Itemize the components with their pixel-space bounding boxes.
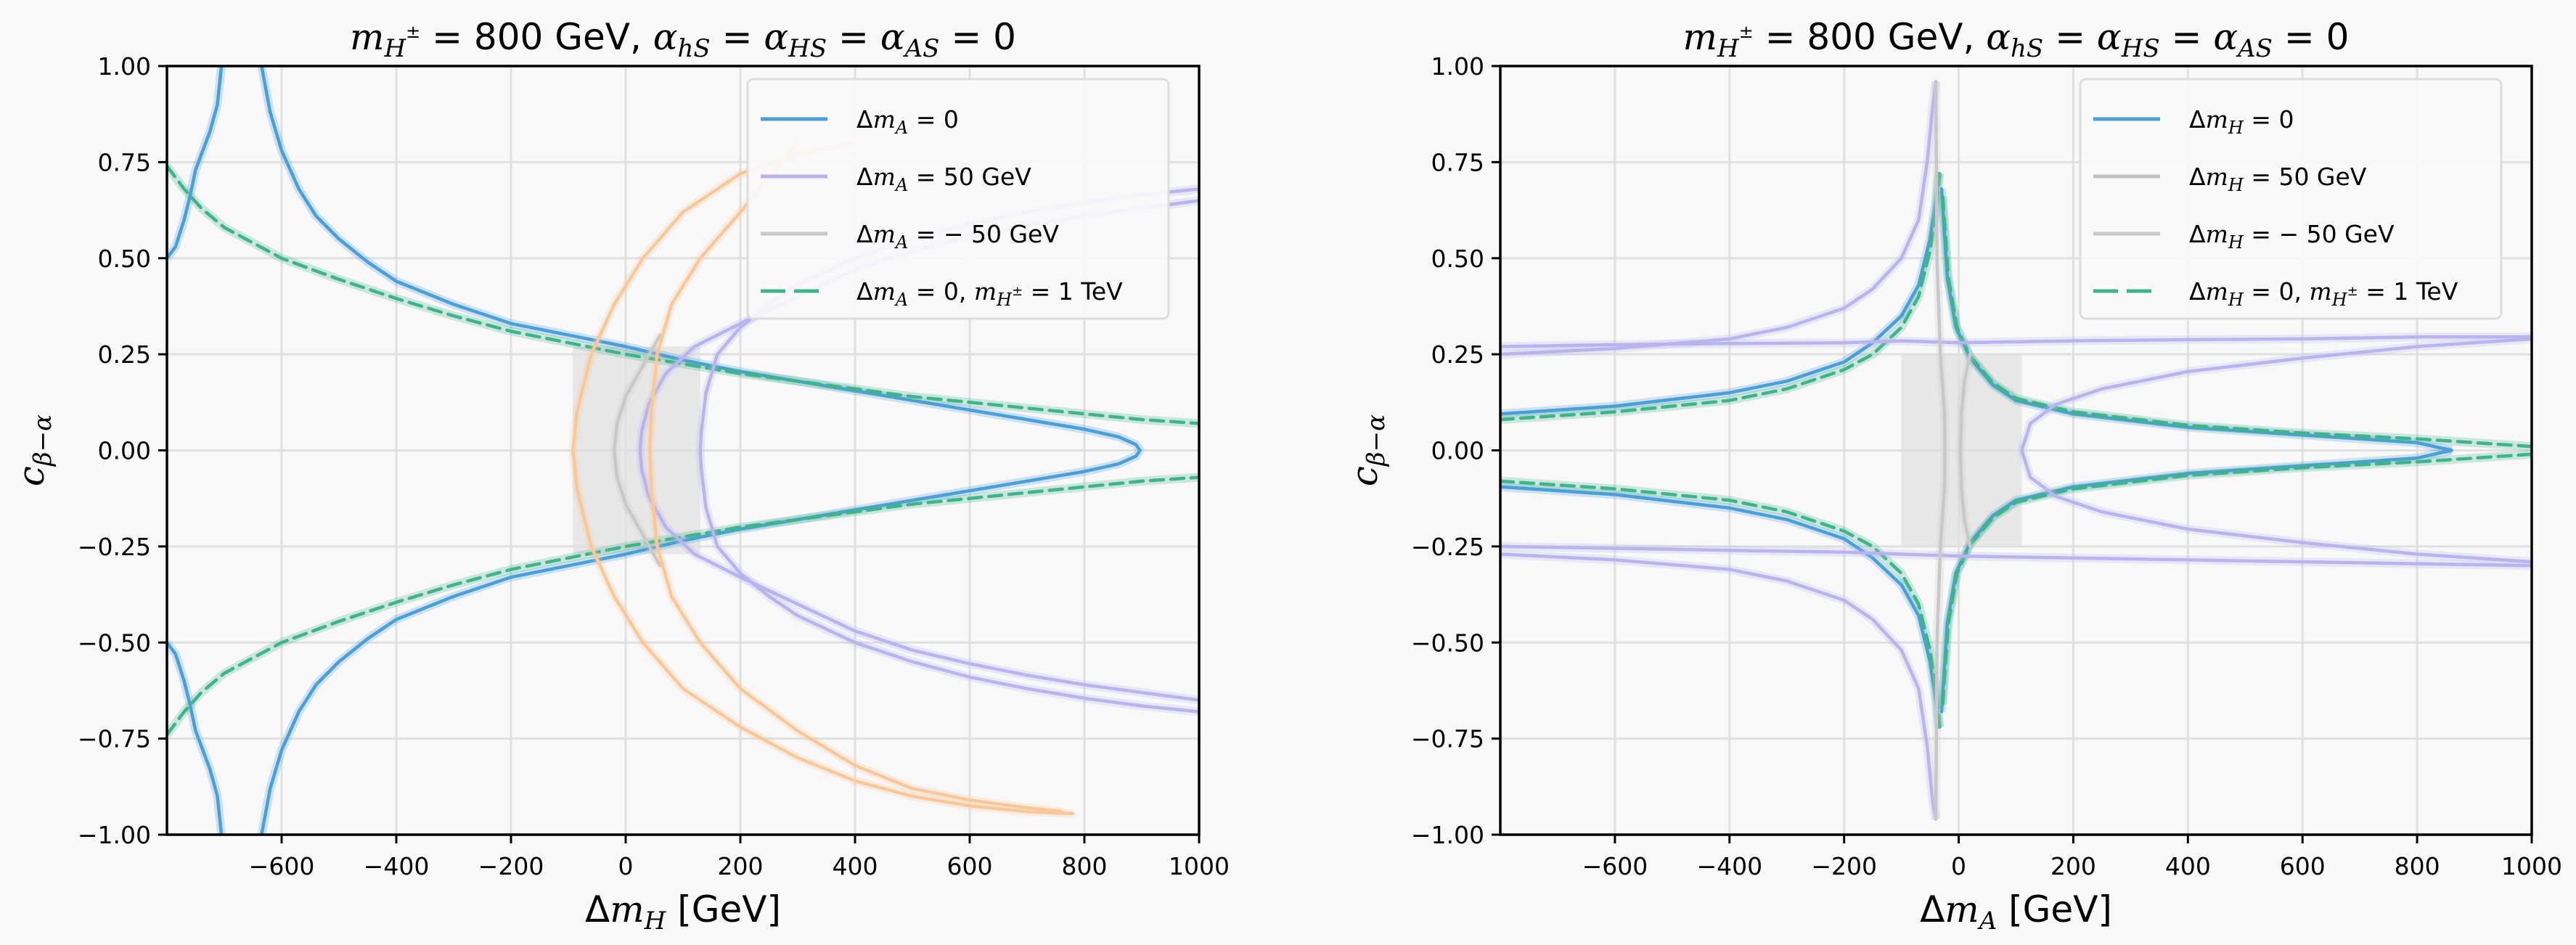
x-tick-label: 200	[2050, 852, 2096, 880]
series-line	[1500, 552, 1938, 822]
y-tick-label: 0.50	[1431, 245, 1484, 273]
series-line	[647, 141, 1063, 814]
x-tick-label: −400	[364, 852, 430, 880]
y-tick-label: 0.25	[98, 340, 151, 369]
y-tick-label: −0.25	[1411, 533, 1484, 561]
series-line	[167, 164, 1199, 425]
x-tick-label: 600	[947, 852, 993, 880]
y-axis-label: cβ−α	[1344, 414, 1391, 486]
y-tick-label: −0.75	[1411, 725, 1484, 753]
legend-box	[2079, 78, 2503, 320]
x-tick-label: −600	[249, 852, 315, 880]
x-tick-label: 0	[618, 852, 634, 880]
x-tick-label: 200	[718, 852, 764, 880]
y-axis-label: cβ−α	[10, 414, 57, 486]
legend-label: ΔmA = − 50 GeV	[856, 220, 1059, 253]
y-tick-label: 0.75	[98, 148, 151, 176]
series-line	[1941, 452, 2532, 706]
x-tick-label: 600	[2280, 852, 2326, 880]
y-tick-label: −0.50	[78, 629, 151, 657]
series-line	[1500, 335, 2532, 348]
x-tick-label: 400	[2165, 852, 2211, 880]
y-tick-label: 0.25	[1431, 340, 1484, 369]
x-axis-label: ΔmA [GeV]	[1920, 888, 2112, 936]
y-tick-label: 0.00	[98, 437, 151, 465]
y-tick-label: −0.25	[78, 533, 151, 561]
y-tick-label: −0.50	[1411, 629, 1484, 657]
x-tick-label: 1000	[1169, 852, 1230, 880]
chart-panel-1: −600 −400 −200 0 200 400 600 800 1000 −1.00 −0.75 −…	[10, 16, 1230, 936]
series-line	[1500, 172, 1942, 422]
series-line	[571, 141, 1075, 816]
legend-label: ΔmH = 50 GeV	[2189, 163, 2367, 195]
legend-label: ΔmA = 0	[856, 105, 959, 138]
series-line	[1500, 544, 2532, 568]
chart-title: mH± = 800 GeV, αhS = αHS = αAS = 0	[350, 16, 1016, 63]
legend: ΔmA = 0 ΔmA = 50 GeV ΔmA = − 50 GeV ΔmA = 0…	[746, 78, 1170, 320]
x-tick-label: 800	[2395, 852, 2440, 880]
x-tick-label: −400	[1696, 852, 1762, 880]
x-tick-label: 800	[1062, 852, 1108, 880]
y-tick-label: 0.00	[1431, 437, 1484, 465]
series-line	[260, 66, 1142, 835]
y-tick-label: −1.00	[78, 821, 151, 849]
x-tick-label: −600	[1582, 852, 1648, 880]
y-tick-label: −1.00	[1411, 821, 1484, 849]
series-line	[1958, 352, 1972, 549]
y-tick-label: −0.75	[78, 725, 151, 753]
series-line	[167, 641, 224, 835]
x-tick-label: −200	[1811, 852, 1877, 880]
y-tick-label: 0.75	[1431, 148, 1484, 176]
legend-label: ΔmH = 0	[2189, 105, 2294, 138]
x-tick-label: −200	[478, 852, 544, 880]
series-line	[167, 475, 1199, 737]
chart-panel-2: −600 −400 −200 0 200 400 600 800 1000 −1.00 −0.75 −…	[1344, 16, 2562, 936]
series-line	[1934, 79, 1947, 822]
x-tick-label: 400	[833, 852, 878, 880]
series-line	[167, 66, 224, 261]
x-tick-label: 0	[1951, 852, 1966, 880]
series-group	[1500, 79, 2532, 822]
series-line	[1941, 195, 2532, 449]
legend: ΔmH = 0 ΔmH = 50 GeV ΔmH = − 50 GeV ΔmH = 0…	[2079, 78, 2503, 320]
y-tick-label: 0.50	[98, 245, 151, 273]
legend-label: ΔmA = 50 GeV	[856, 163, 1031, 195]
series-line	[1500, 79, 1938, 356]
x-axis-label: ΔmH [GeV]	[585, 888, 781, 936]
y-tick-label: 1.00	[98, 52, 151, 81]
legend-box	[746, 78, 1170, 320]
y-tick-label: 1.00	[1431, 52, 1484, 81]
series-line	[1500, 479, 1942, 729]
series-line	[612, 333, 662, 568]
series-line	[2020, 337, 2532, 564]
chart-title: mH± = 800 GeV, αhS = αHS = αAS = 0	[1683, 16, 2350, 63]
legend-label: ΔmH = − 50 GeV	[2189, 220, 2395, 253]
legend-label: ΔmH = 0, mH± = 1 TeV	[2189, 277, 2458, 310]
series-line	[1500, 485, 1941, 729]
legend-label: ΔmA = 0, mH± = 1 TeV	[856, 277, 1123, 310]
series-group	[167, 66, 1199, 835]
x-tick-label: 1000	[2501, 852, 2562, 880]
